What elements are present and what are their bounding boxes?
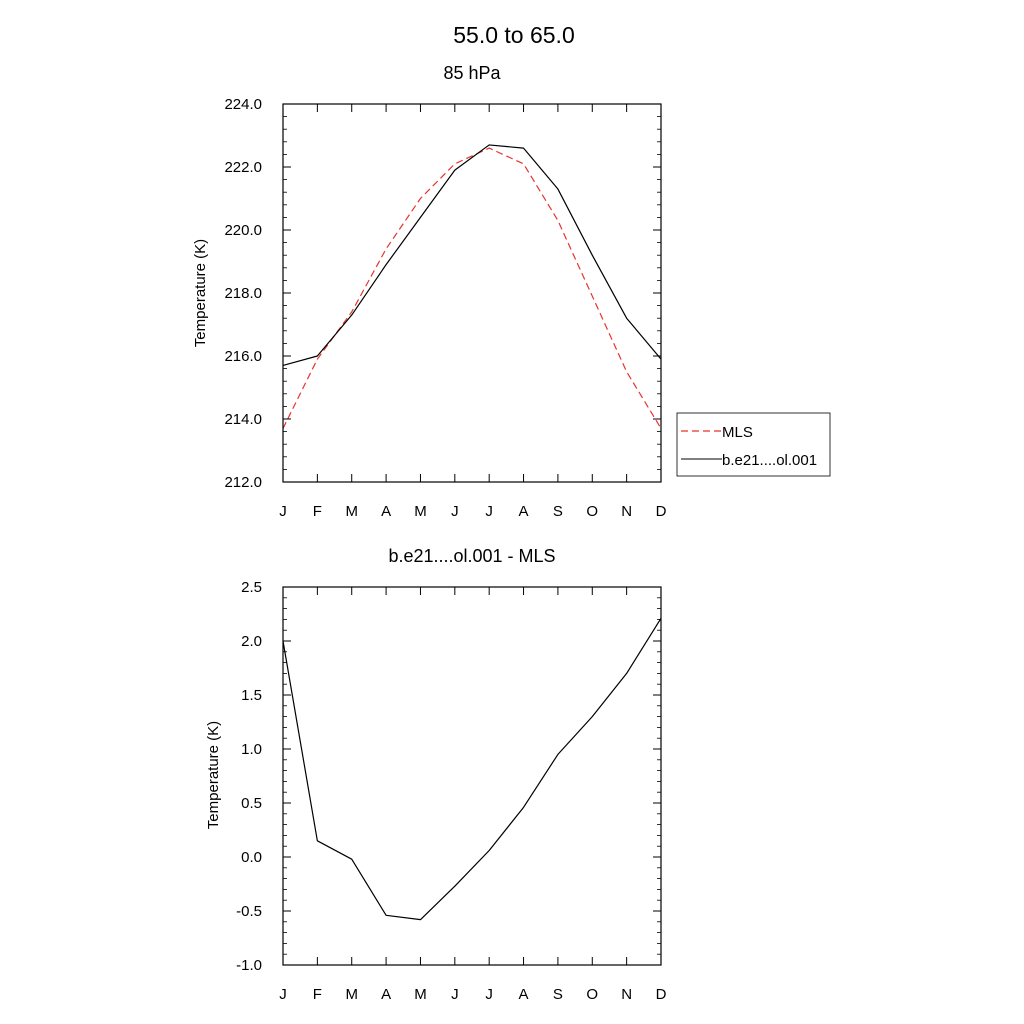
y-tick-label: 216.0 — [224, 348, 262, 365]
x-tick-label: M — [414, 986, 427, 1003]
panel-title: b.e21....ol.001 - MLS — [388, 546, 555, 566]
x-tick-label: A — [519, 986, 529, 1003]
series-line-b-e21-ol-001 — [282, 144, 662, 367]
plot-frame — [282, 103, 662, 483]
series-line-difference — [282, 618, 662, 921]
x-tick-label: J — [451, 503, 459, 520]
x-tick-label: M — [414, 503, 427, 520]
legend-box — [676, 412, 831, 477]
x-tick-label: S — [553, 986, 563, 1003]
x-tick-label: F — [313, 986, 322, 1003]
x-tick-label: D — [656, 503, 667, 520]
x-tick-label: F — [313, 503, 322, 520]
x-tick-label: D — [656, 986, 667, 1003]
y-tick-label: 1.5 — [241, 687, 262, 704]
y-tick-label: 222.0 — [224, 159, 262, 176]
x-tick-label: N — [621, 503, 632, 520]
figure-title: 55.0 to 65.0 — [453, 22, 575, 48]
x-tick-label: J — [279, 503, 287, 520]
y-tick-label: 218.0 — [224, 285, 262, 302]
series-line-mls — [282, 147, 662, 429]
panel-difference: b.e21....ol.001 - MLS Temperature (K) -1… — [205, 546, 667, 1003]
y-tick-label: 224.0 — [224, 96, 262, 113]
y-tick-label: 214.0 — [224, 411, 262, 428]
legend-label-mls: MLS — [722, 424, 753, 441]
x-tick-label: N — [621, 986, 632, 1003]
y-tick-label: 0.5 — [241, 795, 262, 812]
x-tick-label: J — [451, 986, 459, 1003]
y-tick-label: -0.5 — [236, 903, 262, 920]
x-tick-label: J — [279, 986, 287, 1003]
x-tick-label: M — [345, 986, 358, 1003]
x-tick-label: M — [345, 503, 358, 520]
panel-title: 85 hPa — [443, 63, 501, 83]
y-tick-label: 2.0 — [241, 633, 262, 650]
y-tick-label: 1.0 — [241, 741, 262, 758]
y-axis-label: Temperature (K) — [205, 721, 222, 829]
y-axis-label: Temperature (K) — [192, 239, 209, 347]
y-tick-label: -1.0 — [236, 957, 262, 974]
x-tick-label: O — [586, 503, 598, 520]
panel-absolute-temperature: 85 hPa Temperature (K) 212.0 214.0 216.0 21… — [192, 63, 667, 520]
y-tick-label: 220.0 — [224, 222, 262, 239]
legend-label-model: b.e21....ol.001 — [722, 452, 817, 469]
x-tick-label: A — [381, 503, 391, 520]
legend: MLS b.e21....ol.001 — [676, 412, 831, 477]
y-tick-label: 212.0 — [224, 474, 262, 491]
y-tick-label: 2.5 — [241, 579, 262, 596]
x-tick-label: O — [586, 986, 598, 1003]
x-tick-label: A — [519, 503, 529, 520]
x-tick-label: S — [553, 503, 563, 520]
x-tick-label: J — [485, 503, 493, 520]
plot-frame — [282, 586, 662, 966]
x-tick-label: J — [485, 986, 493, 1003]
y-tick-label: 0.0 — [241, 849, 262, 866]
x-tick-label: A — [381, 986, 391, 1003]
